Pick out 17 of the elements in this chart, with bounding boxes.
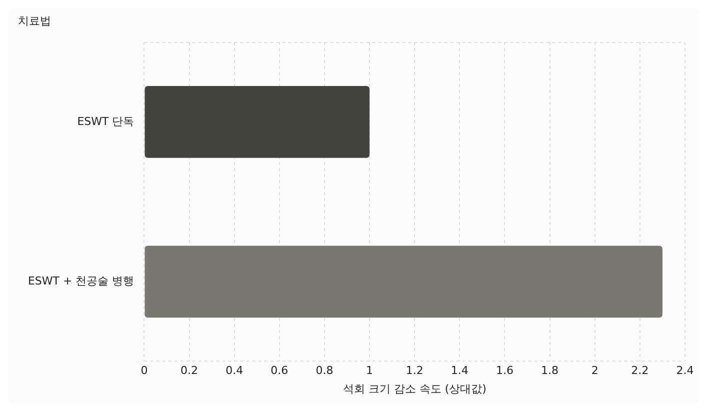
y-tick-label: ESWT 단독: [77, 114, 134, 128]
x-tick-label: 1.4: [450, 364, 468, 378]
x-tick-label: 2: [591, 364, 598, 378]
x-tick-label: 0: [140, 364, 148, 378]
x-axis-title: 석회 크기 감소 속도 (상대값): [342, 382, 486, 396]
x-tick-label: 0.2: [180, 364, 198, 378]
x-tick-label: 0.4: [226, 364, 244, 378]
x-tick-label: 1.2: [406, 364, 424, 378]
x-tick-label: 0.6: [270, 364, 288, 378]
x-tick-label: 1.8: [541, 364, 559, 378]
y-tick-label: ESWT + 천공술 병행: [28, 274, 134, 288]
x-tick-label: 1: [366, 364, 374, 378]
y-axis-title: 치료법: [18, 14, 51, 28]
x-tick-label: 2.4: [676, 364, 694, 378]
x-tick-label: 0.8: [316, 364, 334, 378]
x-tick-label: 1.6: [496, 364, 514, 378]
x-tick-label: 2.2: [631, 364, 649, 378]
